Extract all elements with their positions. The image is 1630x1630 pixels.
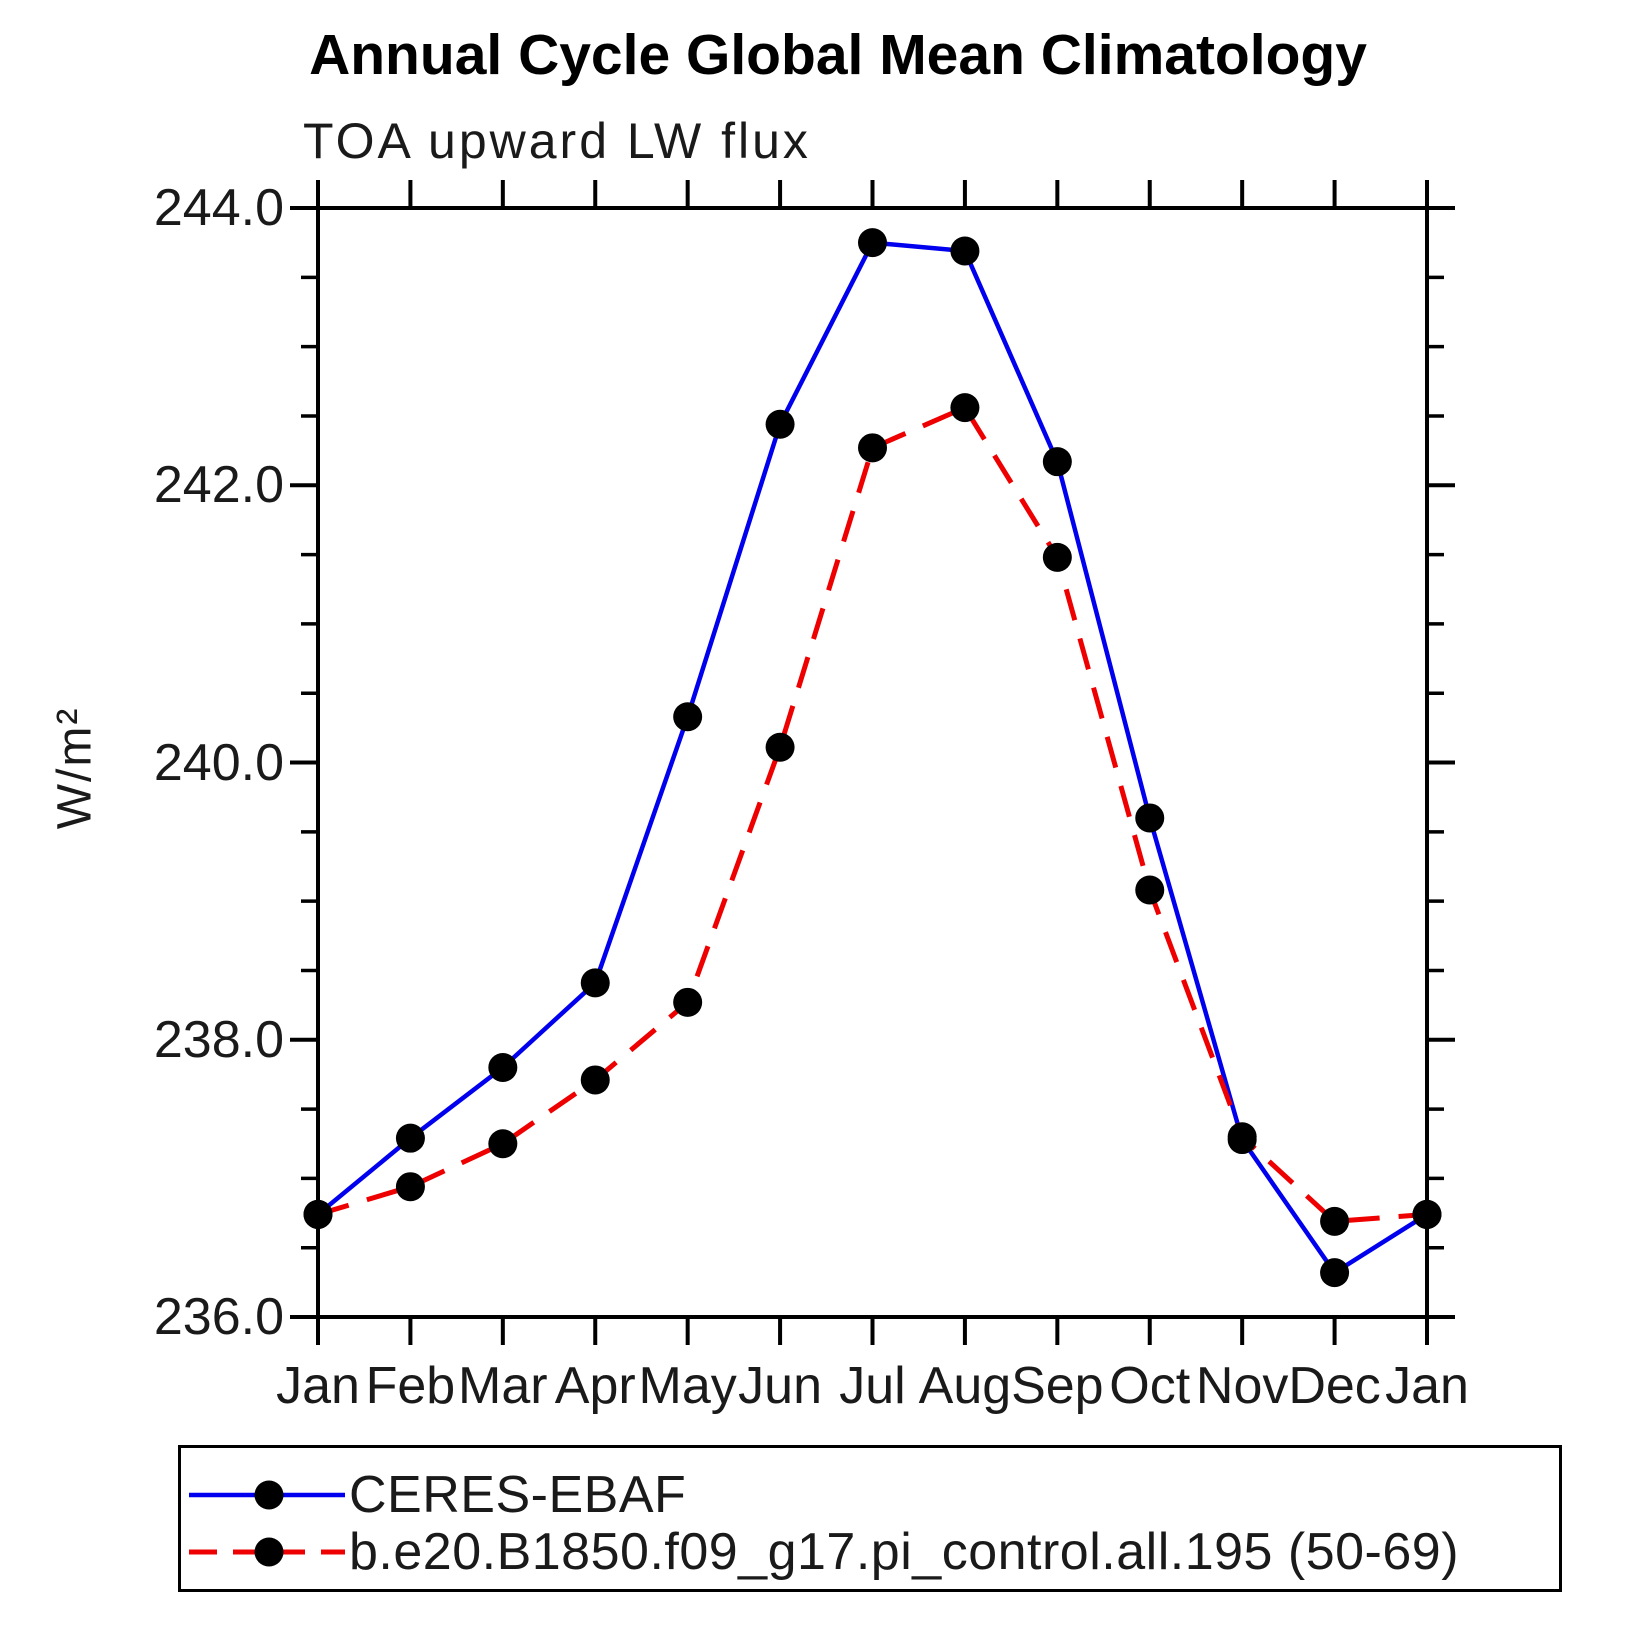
x-tick-label: Apr [554, 1357, 636, 1415]
legend-label-1: b.e20.B1850.f09_g17.pi_control.all.195 (… [349, 1523, 1460, 1581]
x-tick-label: Jun [738, 1357, 822, 1415]
series-1-marker [1412, 1199, 1442, 1229]
x-tick-label: Dec [1288, 1357, 1381, 1415]
legend-label-0: CERES-EBAF [349, 1466, 687, 1524]
series-0-marker [488, 1052, 518, 1082]
series-1-marker [1227, 1122, 1257, 1152]
series-1-marker [303, 1199, 333, 1229]
legend-solid-line-sample [189, 1480, 345, 1510]
series-1-marker [395, 1172, 425, 1202]
legend-marker-icon [254, 1480, 284, 1510]
y-tick-label: 242.0 [153, 456, 284, 515]
series-0-marker [858, 228, 887, 258]
y-tick-label: 240.0 [153, 733, 284, 792]
series-0-marker [950, 236, 980, 266]
x-tick-label: Mar [458, 1357, 548, 1415]
x-tick-label: Aug [918, 1357, 1012, 1415]
legend-box: CERES-EBAF b.e20.B1850.f09_g17.pi_control… [178, 1445, 1562, 1592]
series-1-marker [673, 987, 703, 1017]
series-1-marker [1320, 1206, 1350, 1236]
series-1-marker [765, 732, 795, 762]
x-tick-label: Jul [839, 1357, 906, 1415]
series-0-marker [673, 702, 703, 732]
legend-marker-icon [254, 1537, 284, 1567]
y-tick-label: 236.0 [153, 1288, 284, 1346]
legend-entry-1: b.e20.B1850.f09_g17.pi_control.all.195 (… [187, 1523, 1460, 1581]
series-0-marker [1320, 1258, 1350, 1288]
y-tick-label: 244.0 [153, 179, 284, 237]
series-1-marker [950, 393, 980, 423]
x-tick-label: Sep [1011, 1357, 1104, 1415]
chart-title: Annual Cycle Global Mean Climatology [309, 23, 1367, 87]
series-1-marker [1042, 542, 1072, 572]
x-tick-label: May [638, 1357, 737, 1415]
legend-entry-0: CERES-EBAF [187, 1466, 687, 1524]
series-1-marker [488, 1129, 518, 1159]
series-line-1 [317, 404, 1428, 1224]
y-tick-label: 238.0 [153, 1010, 284, 1069]
series-1-marker [858, 433, 887, 463]
series-0-marker [580, 968, 610, 998]
x-tick-label: Feb [365, 1357, 456, 1415]
series-0-marker [1042, 447, 1072, 477]
x-tick-label: Nov [1195, 1357, 1289, 1415]
x-tick-label: Jan [1385, 1357, 1469, 1415]
series-0-marker [395, 1123, 425, 1153]
chart-subtitle: TOA upward LW flux [303, 113, 811, 169]
x-tick-label: Jan [276, 1357, 360, 1415]
series-1-marker [1135, 875, 1165, 905]
series-line-0 [316, 240, 1429, 1276]
series-0-marker [1135, 803, 1165, 833]
legend-dashed-line-sample [189, 1537, 345, 1567]
series-0-marker [765, 409, 795, 439]
series-1-marker [580, 1065, 610, 1095]
x-tick-label: Oct [1109, 1357, 1191, 1415]
